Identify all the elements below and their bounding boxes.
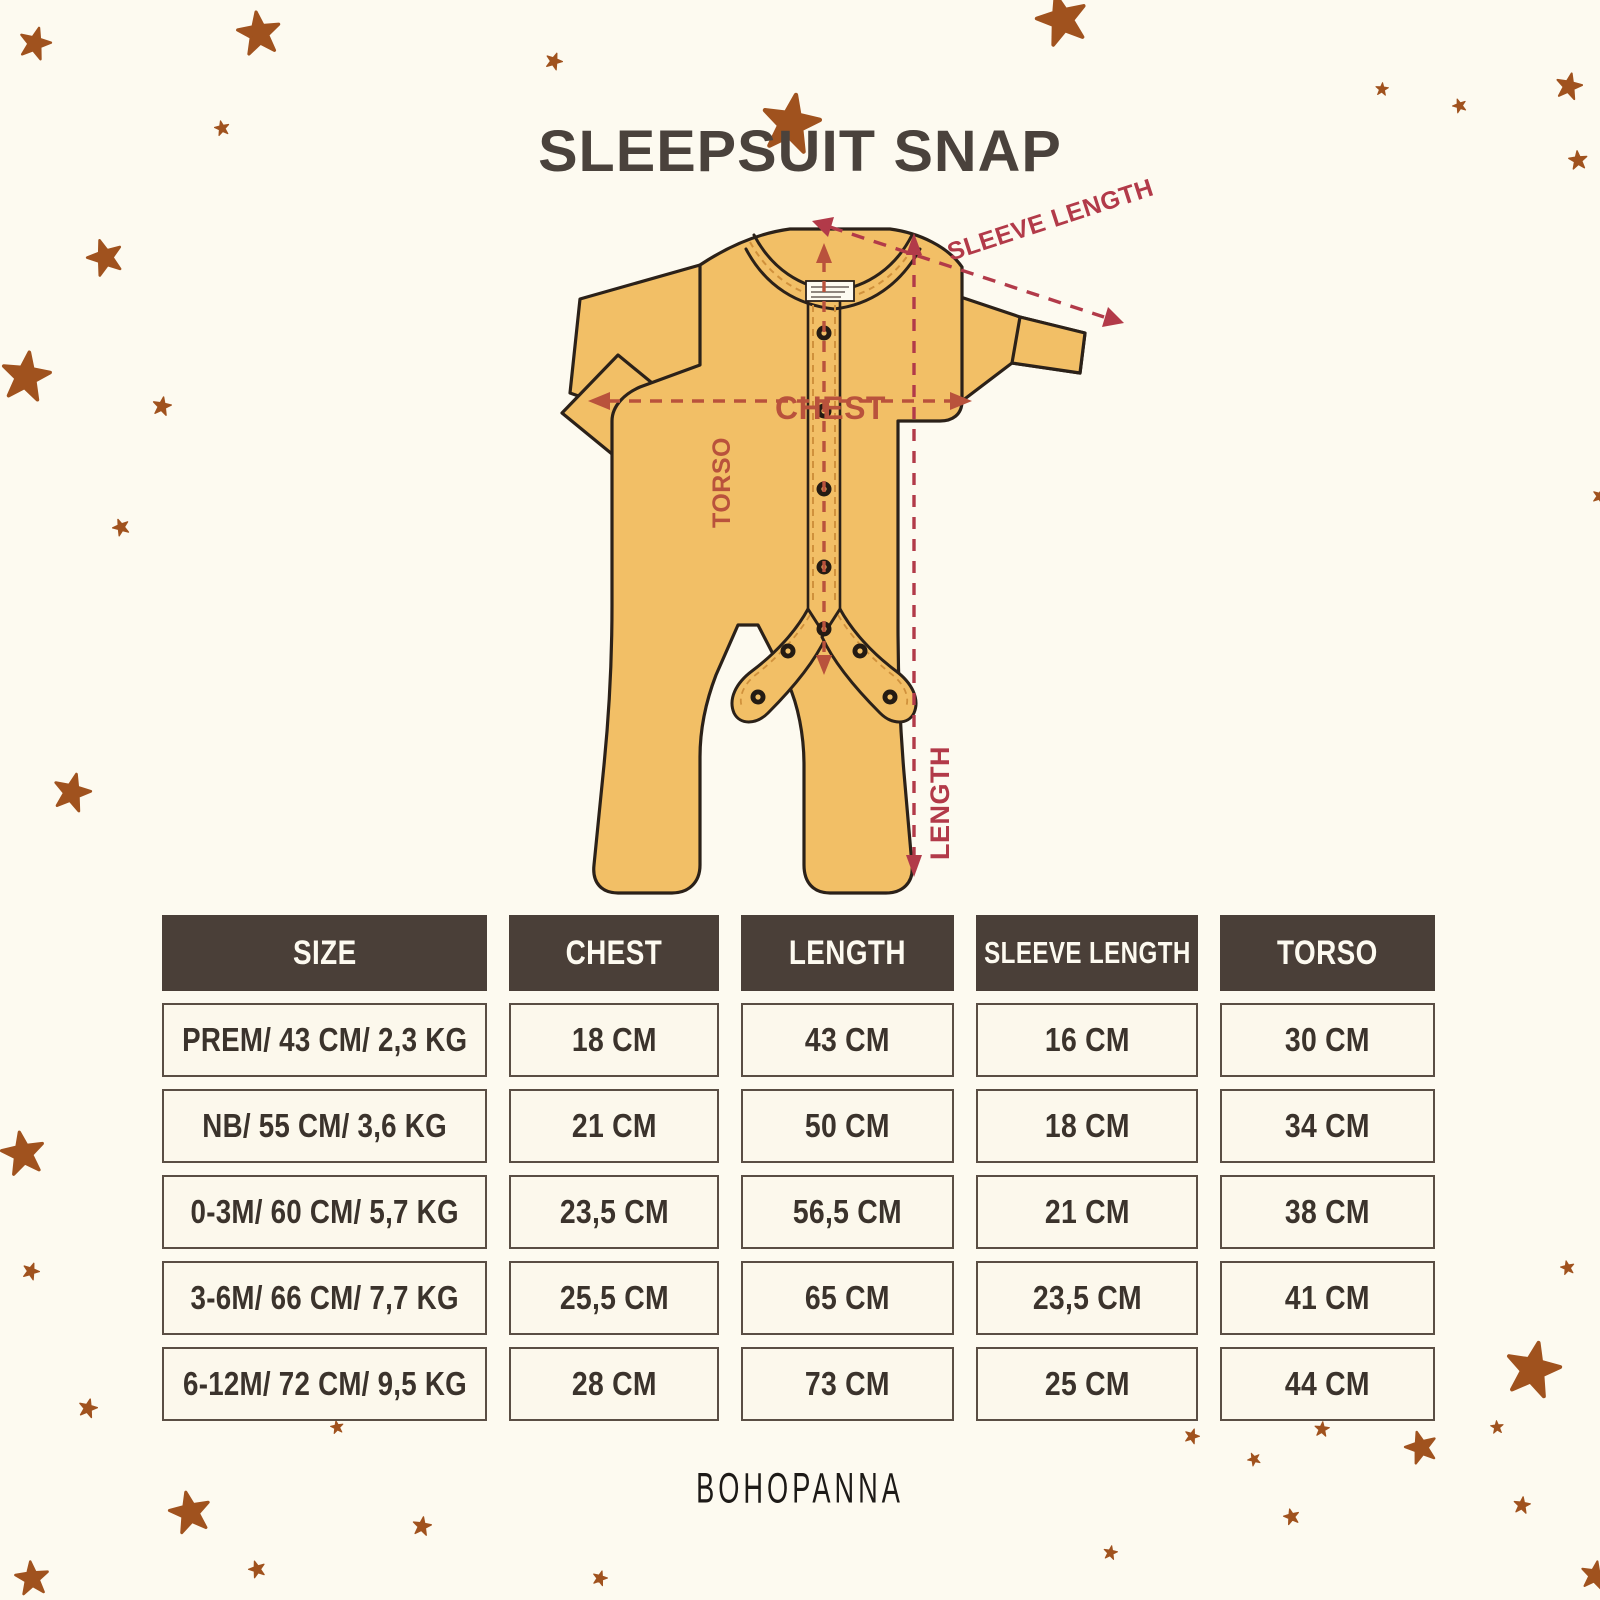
cell-torso: 30 CM [1220, 1003, 1435, 1077]
star-icon [1578, 1558, 1600, 1593]
cell-length: 43 CM [741, 1003, 954, 1077]
table-row: 3-6M/ 66 CM/ 7,7 KG 25,5 CM 65 CM 23,5 C… [162, 1261, 1435, 1335]
header-label-size: SIZE [292, 933, 357, 972]
header-cell-size: SIZE [162, 915, 487, 991]
star-icon [1559, 1259, 1577, 1277]
star-icon [1552, 69, 1585, 102]
cell-size: 3-6M/ 66 CM/ 7,7 KG [162, 1261, 487, 1335]
cell-size: PREM/ 43 CM/ 2,3 KG [162, 1003, 487, 1077]
cell-chest: 18 CM [509, 1003, 719, 1077]
star-icon [411, 1515, 434, 1538]
sleepsuit-illustration [500, 205, 1180, 895]
cell-sleeve-length: 21 CM [976, 1175, 1198, 1249]
star-icon [0, 1126, 50, 1179]
star-icon [14, 22, 56, 64]
star-icon [1029, 0, 1095, 52]
length-dimension-label: LENGTH [925, 746, 955, 860]
star-icon [1182, 1426, 1202, 1446]
star-icon [48, 768, 96, 816]
cell-torso: 41 CM [1220, 1261, 1435, 1335]
star-icon [1374, 81, 1389, 96]
cell-chest: 21 CM [509, 1089, 719, 1163]
star-icon [76, 1396, 100, 1420]
table-row: 0-3M/ 60 CM/ 5,7 KG 23,5 CM 56,5 CM 21 C… [162, 1175, 1435, 1249]
star-icon [19, 1259, 42, 1282]
chest-dimension-label: CHEST [775, 390, 886, 426]
star-icon [1499, 1335, 1568, 1404]
star-icon [109, 515, 132, 538]
star-icon [1450, 96, 1469, 115]
star-icon [1102, 1544, 1119, 1561]
cell-chest: 25,5 CM [509, 1261, 719, 1335]
star-icon [590, 1568, 610, 1588]
star-icon [12, 1558, 52, 1598]
cell-sleeve-length: 16 CM [976, 1003, 1198, 1077]
star-icon [246, 1558, 269, 1581]
cell-size: 6-12M/ 72 CM/ 9,5 KG [162, 1347, 487, 1421]
cell-length: 50 CM [741, 1089, 954, 1163]
header-label-chest: CHEST [565, 933, 663, 972]
star-icon [0, 347, 55, 406]
cell-sleeve-length: 25 CM [976, 1347, 1198, 1421]
brand-name: BOHOPANNA [696, 1465, 904, 1513]
cell-length: 73 CM [741, 1347, 954, 1421]
header-label-length: LENGTH [788, 933, 907, 972]
size-table: SIZE CHEST LENGTH SLEEVE LENGTH TORSO PR… [162, 915, 1435, 1421]
star-icon [1400, 1426, 1442, 1468]
cell-size: NB/ 55 CM/ 3,6 KG [162, 1089, 487, 1163]
torso-dimension-label: TORSO [708, 437, 736, 528]
header-label-sleeve-length: SLEEVE LENGTH [983, 935, 1191, 970]
star-icon [1512, 1495, 1532, 1515]
header-label-torso: TORSO [1277, 933, 1378, 972]
cell-torso: 34 CM [1220, 1089, 1435, 1163]
star-icon [1489, 1419, 1504, 1434]
table-row: PREM/ 43 CM/ 2,3 KG 18 CM 43 CM 16 CM 30… [162, 1003, 1435, 1077]
cell-sleeve-length: 23,5 CM [976, 1261, 1198, 1335]
table-row: 6-12M/ 72 CM/ 9,5 KG 28 CM 73 CM 25 CM 4… [162, 1347, 1435, 1421]
star-icon [150, 394, 173, 417]
table-header-row: SIZE CHEST LENGTH SLEEVE LENGTH TORSO [162, 915, 1435, 991]
cell-chest: 23,5 CM [509, 1175, 719, 1249]
table-row: NB/ 55 CM/ 3,6 KG 21 CM 50 CM 18 CM 34 C… [162, 1089, 1435, 1163]
cell-length: 65 CM [741, 1261, 954, 1335]
cell-chest: 28 CM [509, 1347, 719, 1421]
star-icon [542, 49, 565, 72]
cell-sleeve-length: 18 CM [976, 1089, 1198, 1163]
header-cell-sleeve-length: SLEEVE LENGTH [976, 915, 1198, 991]
star-icon [329, 1419, 345, 1435]
star-icon [233, 7, 285, 59]
star-icon [1590, 486, 1600, 506]
header-cell-length: LENGTH [741, 915, 954, 991]
header-cell-chest: CHEST [509, 915, 719, 991]
cell-torso: 38 CM [1220, 1175, 1435, 1249]
cell-torso: 44 CM [1220, 1347, 1435, 1421]
page-title: SLEEPSUIT SNAP [538, 119, 1062, 184]
cell-length: 56,5 CM [741, 1175, 954, 1249]
star-icon [1313, 1420, 1331, 1438]
header-cell-torso: TORSO [1220, 915, 1435, 991]
star-icon [81, 233, 129, 281]
cell-size: 0-3M/ 60 CM/ 5,7 KG [162, 1175, 487, 1249]
care-label [805, 280, 855, 302]
